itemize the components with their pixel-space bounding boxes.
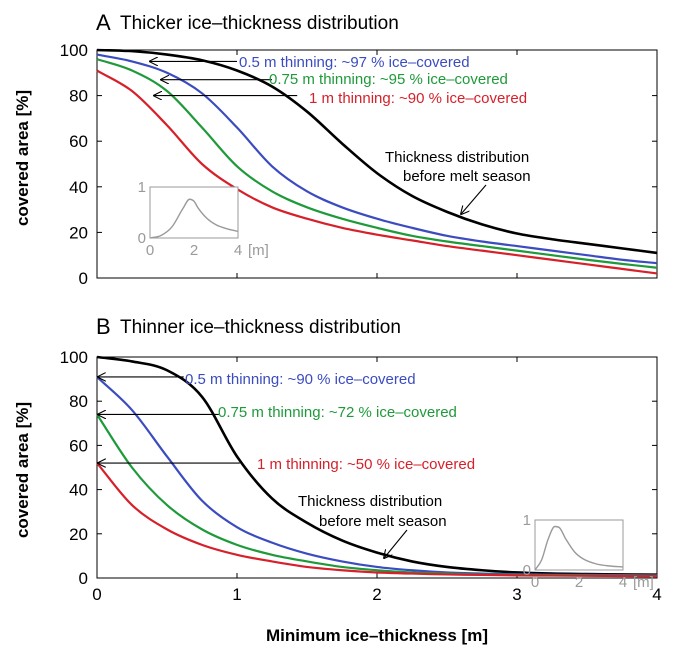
y-tick-label: 40 [69, 481, 88, 500]
inset-y-tick-label: 1 [523, 512, 531, 529]
y-tick-label: 80 [69, 87, 88, 106]
panel-a-series-label-blue: 0.5 m thinning: ~97 % ice–covered [239, 54, 470, 71]
y-tick-label: 0 [79, 269, 88, 288]
y-tick-label: 100 [60, 348, 88, 367]
series-line-red [96, 69, 658, 275]
inset-frame [534, 519, 624, 571]
y-tick-label: 60 [69, 436, 88, 455]
curve-label-arrow [461, 184, 487, 214]
inset-distribution-line [534, 525, 624, 571]
panel-a-letter: A [96, 10, 111, 35]
inset-frame [149, 186, 239, 239]
inset-distribution-line [149, 198, 239, 239]
x-tick-label: 2 [372, 585, 381, 604]
x-axis-label: Minimum ice–thickness [m] [266, 626, 488, 645]
panel-a-series-label-red: 1 m thinning: ~90 % ice–covered [309, 90, 527, 107]
series-line-red [96, 462, 658, 578]
inset-x-tick-label: 4 [619, 574, 627, 591]
panel-a-series-label-green: 0.75 m thinning: ~95 % ice–covered [269, 71, 508, 88]
inset-x-tick-label: 0 [531, 574, 539, 591]
panel-b-series-label-blue: 0.5 m thinning: ~90 % ice–covered [185, 371, 416, 388]
panel-a-inset: 0 2 4 0 1 [m] [138, 179, 269, 259]
inset-x-tick-label: 4 [234, 242, 242, 259]
panel-a-series-label-black-line1: Thickness distribution [385, 149, 529, 166]
inset-y-tick-label: 0 [138, 230, 146, 247]
x-tick-label: 4 [652, 585, 661, 604]
inset-x-tick-label: 0 [146, 242, 154, 259]
panel-a-y-axis-label: covered area [%] [13, 90, 32, 226]
panel-a: A Thicker ice–thickness distribution cov… [13, 10, 658, 288]
y-tick-label: 60 [69, 132, 88, 151]
inset-unit-label: [m] [248, 242, 269, 259]
inset-y-tick-label: 0 [523, 562, 531, 579]
inset-x-tick-label: 2 [575, 574, 583, 591]
panel-a-title: Thicker ice–thickness distribution [120, 13, 399, 34]
panel-b-title: Thinner ice–thickness distribution [120, 317, 401, 338]
panel-b: B Thinner ice–thickness distribution cov… [13, 314, 662, 645]
panel-a-series-label-black-line2: before melt season [403, 168, 531, 185]
x-tick-label: 3 [512, 585, 521, 604]
series-line-green [96, 58, 658, 269]
panel-b-letter: B [96, 314, 111, 339]
panel-b-series-label-black-line2: before melt season [319, 513, 447, 530]
y-tick-label: 20 [69, 525, 88, 544]
panel-b-inset: 0 2 4 0 1 [m] [523, 512, 654, 591]
y-tick-label: 80 [69, 392, 88, 411]
y-tick-label: 100 [60, 41, 88, 60]
panel-b-series-label-green: 0.75 m thinning: ~72 % ice–covered [218, 404, 457, 421]
inset-x-tick-label: 2 [190, 242, 198, 259]
y-tick-label: 0 [79, 569, 88, 588]
inset-y-tick-label: 1 [138, 179, 146, 196]
y-tick-label: 20 [69, 223, 88, 242]
x-tick-label: 0 [92, 585, 101, 604]
curve-label-arrow [384, 529, 408, 558]
panel-b-y-axis-label: covered area [%] [13, 402, 32, 538]
series-line-black [96, 48, 658, 255]
y-tick-label: 40 [69, 178, 88, 197]
series-line-blue [96, 53, 658, 265]
x-tick-label: 1 [232, 585, 241, 604]
panel-b-series-label-black-line1: Thickness distribution [298, 493, 442, 510]
panel-b-series-label-red: 1 m thinning: ~50 % ice–covered [257, 456, 475, 473]
inset-unit-label: [m] [633, 574, 654, 591]
